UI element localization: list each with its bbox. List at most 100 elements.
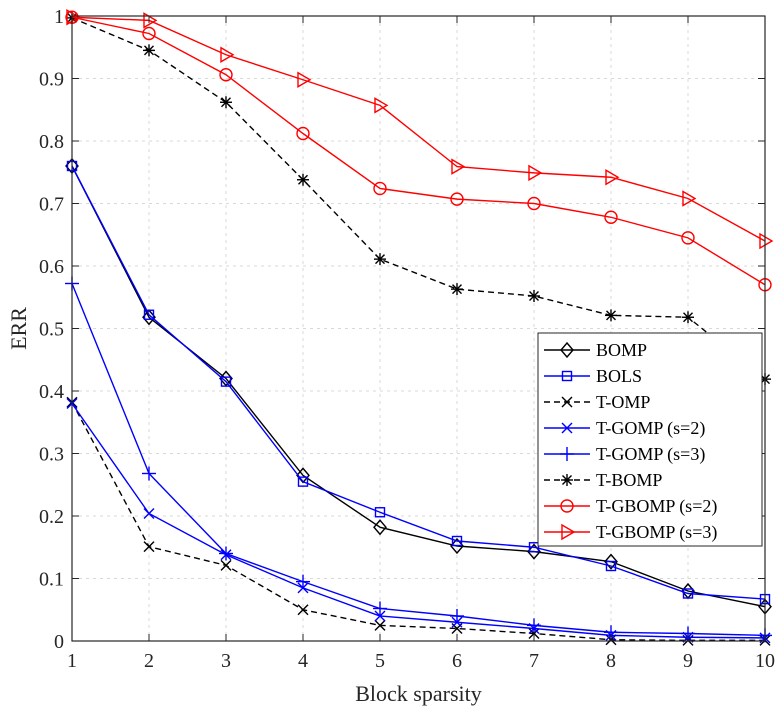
data-point — [66, 9, 81, 26]
data-point — [374, 507, 386, 518]
data-point — [373, 519, 387, 536]
y-tick-label: 0.4 — [39, 381, 64, 403]
data-point — [527, 618, 541, 633]
data-point — [759, 232, 774, 250]
data-point — [143, 508, 155, 519]
y-axis-label: ERR — [6, 307, 31, 350]
legend-entry: BOLS — [544, 366, 642, 386]
legend-marker — [560, 447, 574, 461]
data-point — [528, 290, 540, 302]
y-tick-label: 0.8 — [39, 131, 64, 153]
data-point — [373, 181, 387, 196]
series-bols — [66, 160, 771, 605]
data-point — [297, 604, 309, 616]
x-axis-label: Block sparsity — [355, 681, 482, 706]
x-tick-label: 10 — [755, 650, 775, 672]
legend-label: T-GOMP (s=3) — [596, 444, 705, 465]
x-tick-label: 7 — [529, 650, 539, 672]
data-point — [681, 231, 695, 245]
legend-box — [537, 332, 763, 547]
data-point — [374, 97, 389, 114]
y-tick-label: 0 — [54, 631, 64, 653]
y-tick-label: 1 — [54, 6, 64, 28]
legend-marker — [561, 523, 576, 541]
legend-entry: T-BOMP — [544, 470, 662, 490]
data-point — [220, 376, 232, 387]
legend-label: T-GBOMP (s=3) — [596, 522, 717, 543]
x-tick-label: 4 — [298, 650, 308, 672]
data-point — [682, 190, 697, 207]
series-line — [71, 283, 766, 637]
data-point — [451, 535, 463, 547]
data-point — [220, 96, 232, 109]
legend-marker — [561, 370, 573, 382]
series-line — [71, 16, 766, 242]
data-point — [143, 12, 158, 29]
data-point — [451, 283, 463, 296]
data-point — [297, 476, 309, 487]
data-point — [528, 628, 540, 639]
y-tick-label: 0.6 — [39, 256, 64, 278]
data-point — [296, 574, 310, 589]
series-layer — [65, 9, 774, 646]
data-point — [374, 619, 386, 631]
legend-marker — [561, 474, 573, 486]
series-line — [71, 16, 766, 286]
y-tick-label: 0.3 — [39, 444, 64, 466]
legend-entry: BOMP — [544, 340, 647, 360]
legend-entry: T-GBOMP (s=2) — [544, 496, 717, 517]
data-point — [527, 196, 541, 211]
legend-label: T-OMP — [596, 392, 650, 412]
data-point — [143, 309, 155, 320]
legend-label: T-BOMP — [596, 470, 662, 490]
x-tick-label: 6 — [452, 650, 462, 672]
data-point — [142, 466, 156, 481]
data-point — [374, 610, 386, 622]
data-point — [528, 542, 540, 553]
data-point — [142, 26, 156, 41]
grid — [72, 16, 765, 641]
data-point — [682, 588, 694, 599]
data-point — [604, 210, 618, 224]
series-line — [71, 403, 766, 639]
series-line — [71, 17, 766, 380]
legend-marker — [560, 341, 574, 359]
data-point — [528, 164, 543, 182]
data-point — [605, 309, 617, 322]
data-point — [374, 253, 386, 266]
series-t-gbomp-s-2 — [65, 10, 772, 292]
data-point — [220, 559, 232, 571]
legend-entry: T-GOMP (s=2) — [544, 418, 705, 439]
legend-label: T-GBOMP (s=2) — [596, 496, 717, 517]
data-point — [220, 46, 235, 63]
series-line — [71, 165, 766, 600]
legend-label: BOLS — [596, 366, 642, 386]
legend-entry: T-GOMP (s=3) — [544, 444, 705, 465]
data-point — [604, 553, 618, 570]
data-point — [219, 546, 233, 561]
data-point — [297, 173, 309, 186]
data-point — [373, 601, 387, 616]
y-tick-label: 0.9 — [39, 69, 64, 91]
data-point — [605, 169, 620, 186]
legend: BOMP BOLS T-OMP T-GOMP (s=2) T-GOMP (s=3) T-B… — [537, 332, 763, 547]
series-t-gbomp-s-3 — [66, 9, 774, 250]
legend-marker — [561, 396, 573, 408]
legend-label: T-GOMP (s=2) — [596, 418, 705, 439]
data-point — [143, 541, 155, 553]
legend-label: BOMP — [596, 340, 647, 360]
legend-entry: T-GBOMP (s=3) — [544, 522, 717, 543]
x-tick-label: 1 — [67, 650, 77, 672]
data-point — [450, 192, 464, 206]
y-tick-label: 0.2 — [39, 506, 64, 528]
data-point — [297, 71, 312, 88]
y-tick-label: 0.1 — [39, 569, 64, 591]
x-tick-label: 9 — [683, 650, 693, 672]
data-point — [143, 44, 155, 57]
legend-marker — [561, 422, 573, 434]
x-tick-label: 3 — [221, 650, 231, 672]
data-point — [605, 560, 617, 572]
y-tick-label: 0.7 — [39, 194, 64, 216]
legend-entry: T-OMP — [544, 392, 650, 412]
